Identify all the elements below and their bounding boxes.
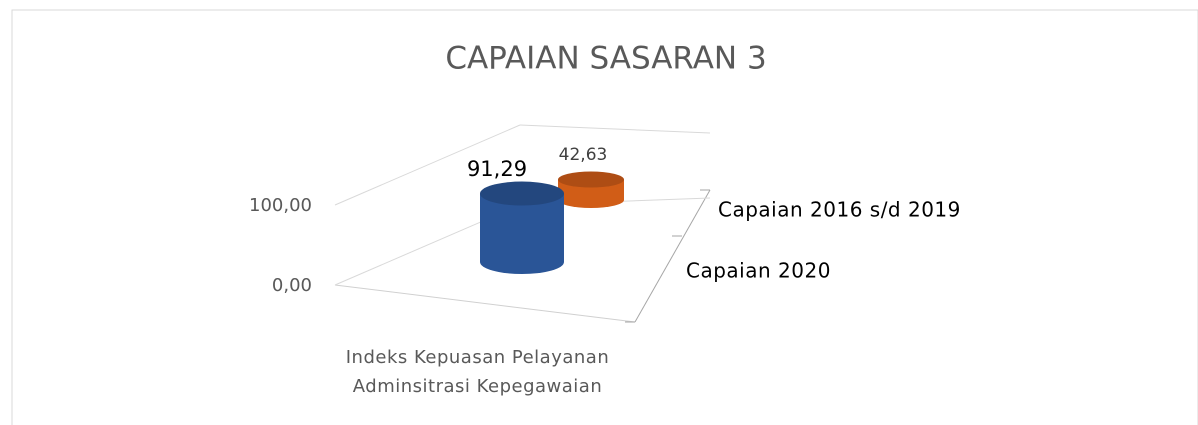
bar — [480, 193, 564, 274]
cylinder — [480, 181, 564, 274]
data-label: 42,63 — [559, 145, 608, 165]
bar-top — [480, 181, 564, 206]
grid-line — [519, 124, 711, 134]
chart-title: CAPAIAN SASARAN 3 — [445, 41, 766, 77]
y-tick-label: 0,00 — [272, 275, 312, 296]
cylinder — [558, 171, 624, 208]
depth-axis-label: Capaian 2016 s/d 2019 — [718, 198, 961, 222]
bar — [558, 179, 624, 208]
depth-axis — [634, 189, 711, 323]
x-tick-label: Indeks Kepuasan Pelayanan Adminsitrasi K… — [345, 347, 610, 397]
y-tick-label: 100,00 — [249, 195, 312, 216]
chart-border — [11, 9, 1198, 425]
depth-axis-label: Capaian 2020 — [686, 259, 831, 283]
grid-line — [334, 124, 521, 206]
bar-top — [558, 171, 624, 188]
data-label: 91,29 — [467, 157, 527, 181]
floor-edge — [334, 284, 636, 323]
